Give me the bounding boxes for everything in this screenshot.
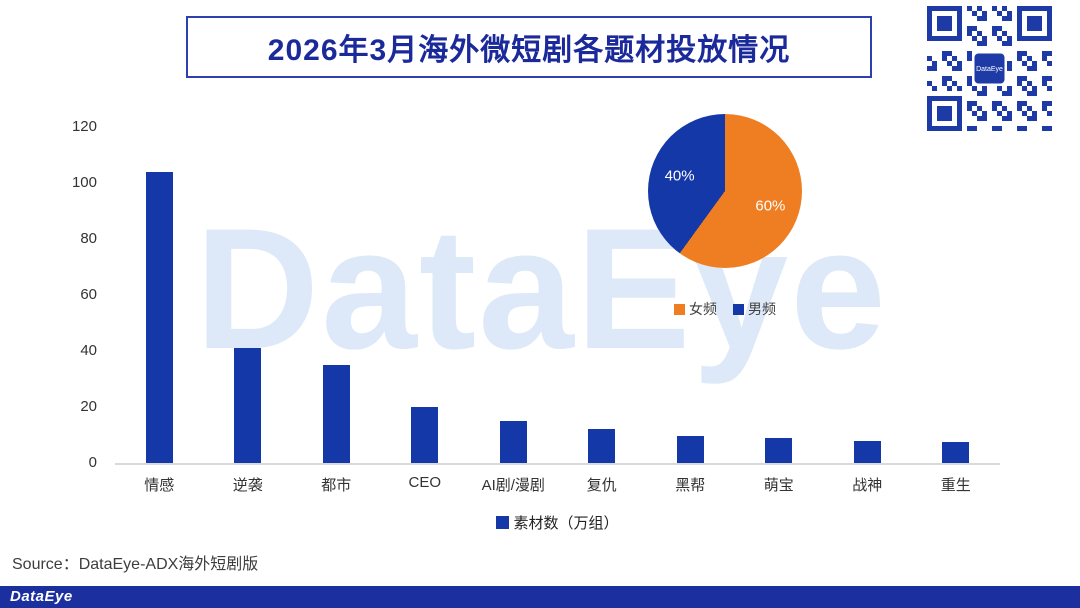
- pie-legend: 女频 男频: [628, 299, 822, 319]
- bar-column: [558, 127, 647, 463]
- y-axis-tick: 0: [88, 454, 97, 471]
- bar: [676, 436, 704, 463]
- bar-column: [204, 127, 293, 463]
- x-axis-label: 都市: [321, 477, 352, 494]
- bar-column: [469, 127, 558, 463]
- pie-circle: [648, 114, 802, 268]
- x-axis-label: 萌宝: [763, 477, 794, 494]
- y-axis-tick: 120: [71, 118, 97, 135]
- bar-column: [735, 127, 824, 463]
- x-axis-label: 黑帮: [675, 477, 706, 494]
- footer-bar: DataEye: [0, 586, 1080, 608]
- bar-column: [292, 127, 381, 463]
- pie-slice-label: 40%: [664, 167, 695, 185]
- bar: [765, 437, 793, 463]
- legend-label: 女频: [689, 301, 717, 317]
- x-axis-label: 重生: [940, 477, 971, 494]
- bar: [588, 429, 616, 463]
- qr-code-svg: DataEye: [927, 6, 1052, 131]
- bar-column: [381, 127, 470, 463]
- x-axis-label: 逆袭: [232, 477, 263, 494]
- dataeye-logo: DataEye: [10, 588, 73, 605]
- svg-text:DataEye: DataEye: [976, 66, 1003, 73]
- x-axis: 情感 逆袭 都市 CEO AI剧/漫剧 复仇 黑帮 萌宝 战神 重生: [115, 474, 1000, 495]
- bar-column: [646, 127, 735, 463]
- legend-label: 素材数（万组）: [513, 515, 619, 532]
- pie-chart: 60% 40%: [648, 114, 802, 268]
- x-axis-label: 情感: [144, 477, 175, 494]
- legend-swatch: [674, 303, 685, 315]
- bar: [411, 407, 439, 463]
- x-axis-label: 战神: [852, 477, 883, 494]
- legend-swatch: [496, 516, 510, 529]
- pie-legend-item: 男频: [733, 299, 776, 319]
- pie-slice-label: 60%: [755, 197, 786, 215]
- bar: [145, 171, 173, 463]
- x-axis-label: AI剧/漫剧: [481, 477, 545, 494]
- bar-chart-plot: [115, 127, 1000, 465]
- bar-column: [823, 127, 912, 463]
- y-axis-tick: 60: [80, 286, 97, 303]
- pie-legend-item: 女频: [674, 299, 717, 319]
- y-axis-tick: 100: [71, 174, 97, 191]
- y-axis: 0 20 40 60 80 100 120: [55, 118, 103, 471]
- y-axis-tick: 20: [80, 398, 97, 415]
- x-axis-label: CEO: [408, 474, 441, 491]
- page-title: 2026年3月海外微短剧各题材投放情况: [267, 34, 791, 67]
- x-axis-label: 复仇: [586, 477, 617, 494]
- bar: [499, 421, 527, 463]
- y-axis-tick: 80: [80, 230, 97, 247]
- bar: [853, 440, 881, 463]
- bar-legend-item: 素材数（万组）: [496, 512, 619, 533]
- bar: [942, 442, 970, 463]
- bar-legend: 素材数（万组）: [115, 512, 1000, 533]
- legend-label: 男频: [748, 301, 776, 317]
- bar: [234, 348, 262, 463]
- bar: [322, 365, 350, 463]
- legend-swatch: [733, 303, 744, 315]
- y-axis-tick: 40: [80, 342, 97, 359]
- source-text: Source：DataEye-ADX海外短剧版: [12, 556, 259, 573]
- qr-code: DataEye: [927, 6, 1052, 131]
- title-box: 2026年3月海外微短剧各题材投放情况: [186, 16, 872, 78]
- bar-column: [912, 127, 1001, 463]
- bar-column: [115, 127, 204, 463]
